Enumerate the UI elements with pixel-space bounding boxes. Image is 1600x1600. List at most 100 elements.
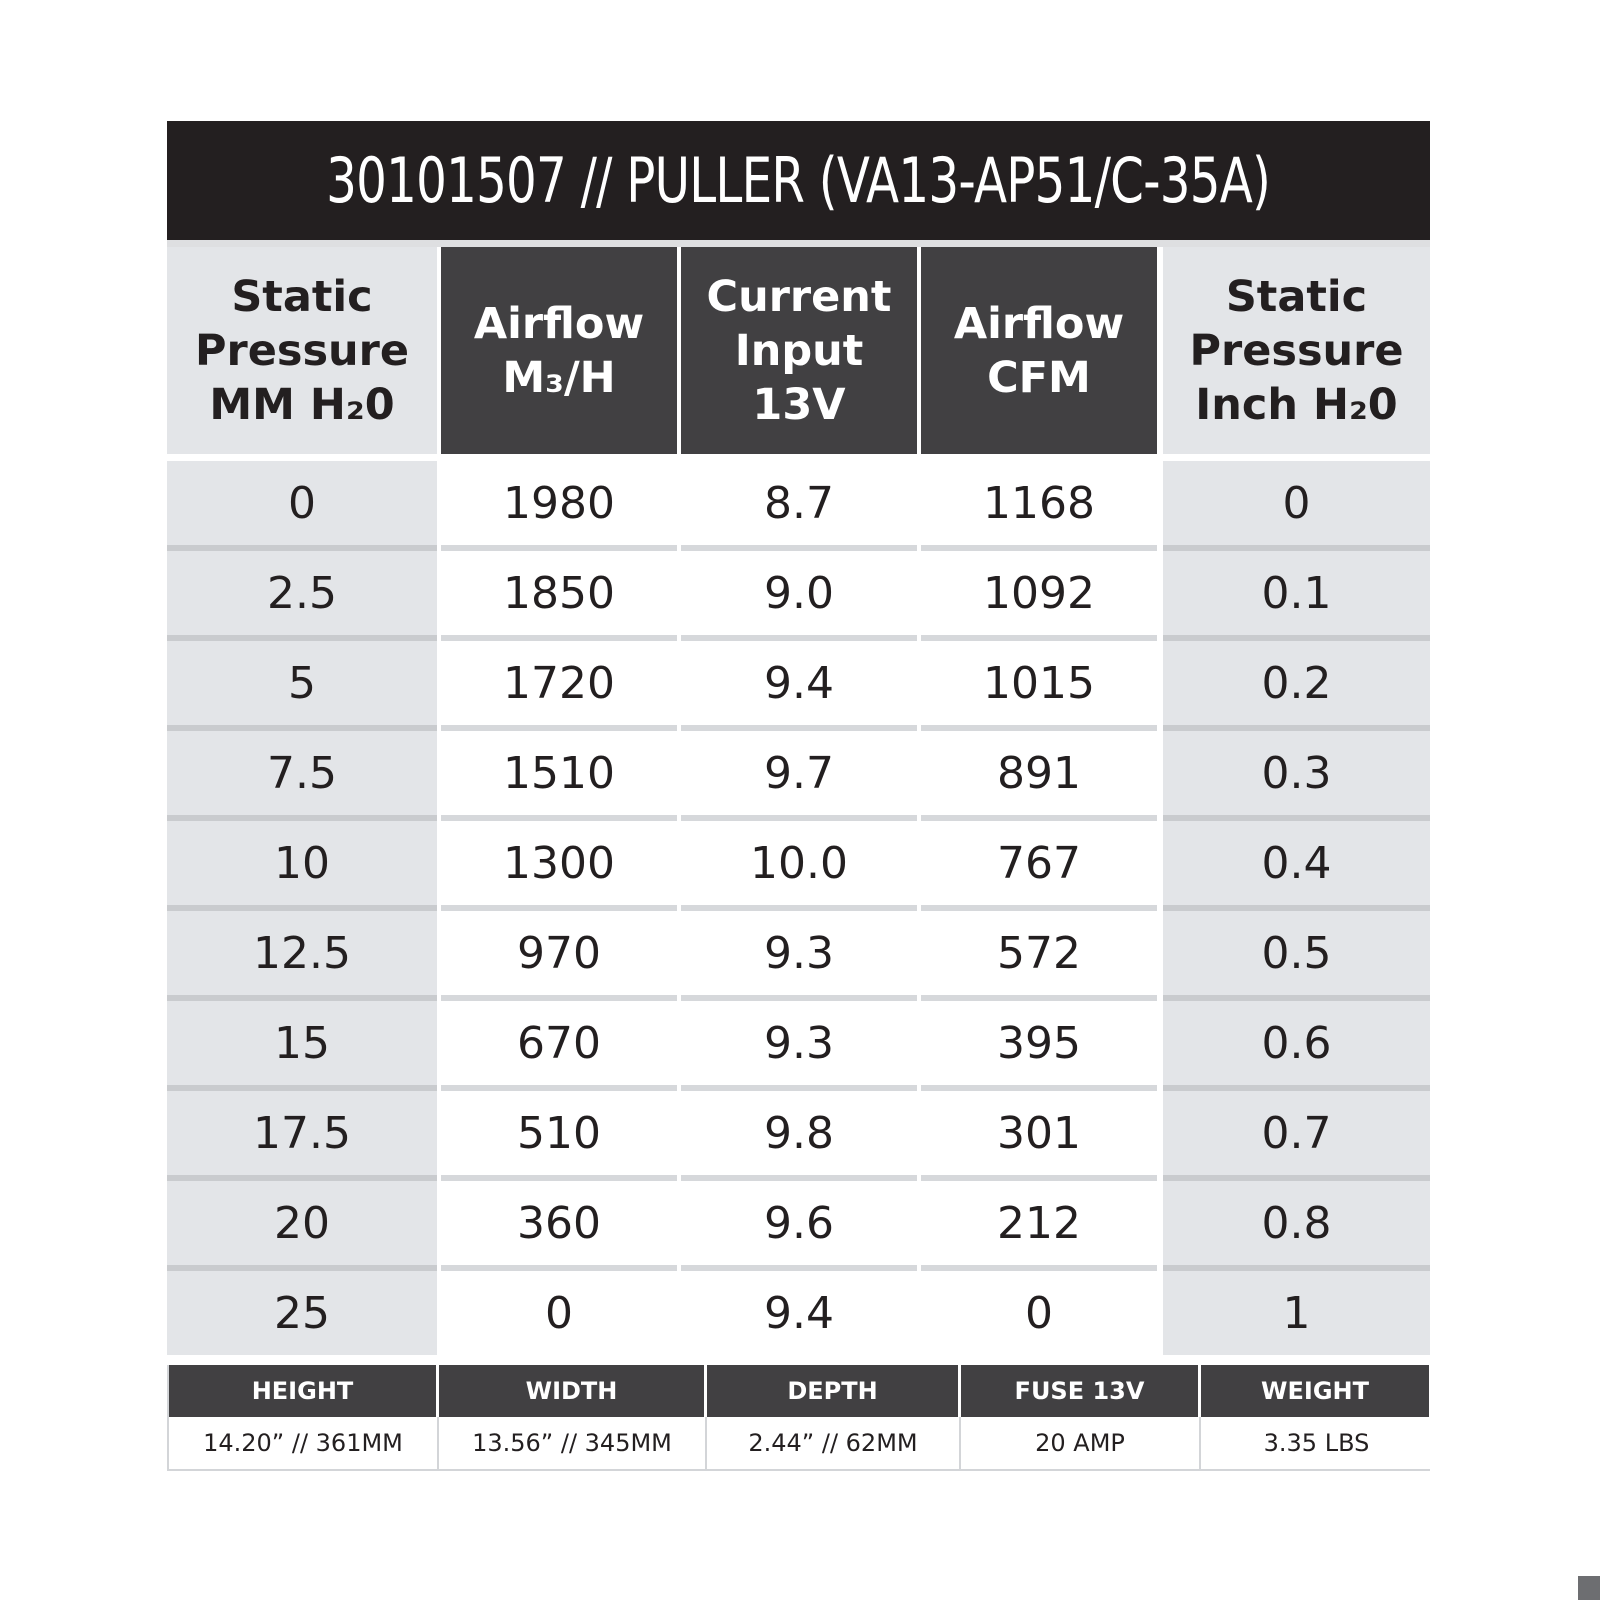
column-divider (1157, 1175, 1163, 1181)
column-divider (677, 725, 681, 731)
header-airflow-cfm: Airflow CFM (921, 247, 1157, 454)
row-divider (681, 905, 917, 911)
spec-header-depth: DEPTH (707, 1365, 961, 1417)
column-divider (677, 1085, 681, 1091)
row-divider (167, 1265, 437, 1271)
column-divider (677, 1001, 681, 1085)
column-divider (437, 545, 441, 551)
column-divider (437, 551, 441, 635)
cell-current-input: 9.7 (681, 731, 917, 815)
column-divider (1157, 995, 1163, 1001)
dimensions-table: HEIGHT WIDTH DEPTH FUSE 13V WEIGHT 14.20” // … (167, 1365, 1432, 1471)
column-divider (677, 1265, 681, 1271)
row-divider (167, 1175, 437, 1181)
row-divider (441, 635, 677, 641)
column-divider (917, 821, 921, 905)
spec-sheet: 30101507 // PULLER (VA13-AP51/C-35A) Sta… (167, 121, 1432, 1471)
column-divider (437, 1001, 441, 1085)
row-divider (921, 815, 1157, 821)
cell-airflow-m3h: 670 (441, 1001, 677, 1085)
cell-airflow-m3h: 1850 (441, 551, 677, 635)
column-divider (437, 247, 441, 454)
column-divider (677, 905, 681, 911)
cell-static-pressure-mm: 12.5 (167, 911, 437, 995)
cell-current-input: 9.4 (681, 1271, 917, 1355)
header-current-input: Current Input 13V (681, 247, 917, 454)
column-divider (677, 247, 681, 454)
header-divider (167, 454, 1430, 461)
cell-static-pressure-mm: 0 (167, 461, 437, 545)
column-divider (1157, 1265, 1163, 1271)
spec-value-height: 14.20” // 361MM (169, 1417, 439, 1469)
column-divider (677, 821, 681, 905)
cell-current-input: 9.4 (681, 641, 917, 725)
spec-header-width: WIDTH (439, 1365, 707, 1417)
row-divider (1163, 995, 1430, 1001)
column-divider (437, 1175, 441, 1181)
column-divider (437, 725, 441, 731)
column-divider (677, 1181, 681, 1265)
header-airflow-m3h: Airflow M₃/H (441, 247, 677, 454)
row-divider (921, 725, 1157, 731)
cell-airflow-m3h: 0 (441, 1271, 677, 1355)
column-divider (1157, 1085, 1163, 1091)
column-divider (917, 461, 921, 545)
product-title: 30101507 // PULLER (VA13-AP51/C-35A) (326, 144, 1271, 217)
row-divider (681, 725, 917, 731)
row-divider (441, 815, 677, 821)
row-divider (1163, 815, 1430, 821)
column-divider (917, 1175, 921, 1181)
column-divider (1157, 641, 1163, 725)
column-divider (437, 815, 441, 821)
row-divider (1163, 1175, 1430, 1181)
cell-airflow-cfm: 1092 (921, 551, 1157, 635)
column-divider (1157, 635, 1163, 641)
cell-static-pressure-mm: 20 (167, 1181, 437, 1265)
cell-static-pressure-inch: 0.1 (1163, 551, 1430, 635)
cell-current-input: 8.7 (681, 461, 917, 545)
column-divider (677, 545, 681, 551)
header-static-pressure-mm: Static Pressure MM H₂0 (167, 247, 437, 454)
cell-current-input: 9.0 (681, 551, 917, 635)
column-divider (1157, 1271, 1163, 1355)
cell-static-pressure-inch: 1 (1163, 1271, 1430, 1355)
cell-current-input: 9.6 (681, 1181, 917, 1265)
column-divider (1157, 1001, 1163, 1085)
column-divider (917, 545, 921, 551)
cell-static-pressure-mm: 10 (167, 821, 437, 905)
cell-static-pressure-inch: 0.3 (1163, 731, 1430, 815)
row-divider (441, 1265, 677, 1271)
column-divider (917, 911, 921, 995)
column-divider (1157, 247, 1163, 454)
row-divider (921, 635, 1157, 641)
column-divider (917, 1265, 921, 1271)
column-divider (677, 641, 681, 725)
cell-static-pressure-inch: 0.6 (1163, 1001, 1430, 1085)
cell-airflow-cfm: 1168 (921, 461, 1157, 545)
row-divider (1163, 1265, 1430, 1271)
column-divider (917, 1271, 921, 1355)
title-bar: 30101507 // PULLER (VA13-AP51/C-35A) (167, 121, 1430, 240)
cell-current-input: 9.8 (681, 1091, 917, 1175)
column-divider (677, 1175, 681, 1181)
cell-static-pressure-inch: 0.5 (1163, 911, 1430, 995)
column-divider (917, 1001, 921, 1085)
column-divider (677, 995, 681, 1001)
row-divider (1163, 1085, 1430, 1091)
cell-airflow-m3h: 1980 (441, 461, 677, 545)
spec-header-height: HEIGHT (169, 1365, 439, 1417)
column-divider (437, 641, 441, 725)
cell-current-input: 9.3 (681, 1001, 917, 1085)
header-static-pressure-inch: Static Pressure Inch H₂0 (1163, 247, 1430, 454)
cell-airflow-m3h: 1720 (441, 641, 677, 725)
column-divider (1157, 731, 1163, 815)
spec-value-fuse: 20 AMP (961, 1417, 1201, 1469)
column-divider (1157, 551, 1163, 635)
row-divider (1163, 725, 1430, 731)
title-divider (167, 240, 1430, 247)
column-divider (917, 641, 921, 725)
row-divider (921, 545, 1157, 551)
cell-airflow-m3h: 970 (441, 911, 677, 995)
column-divider (677, 911, 681, 995)
column-divider (677, 815, 681, 821)
